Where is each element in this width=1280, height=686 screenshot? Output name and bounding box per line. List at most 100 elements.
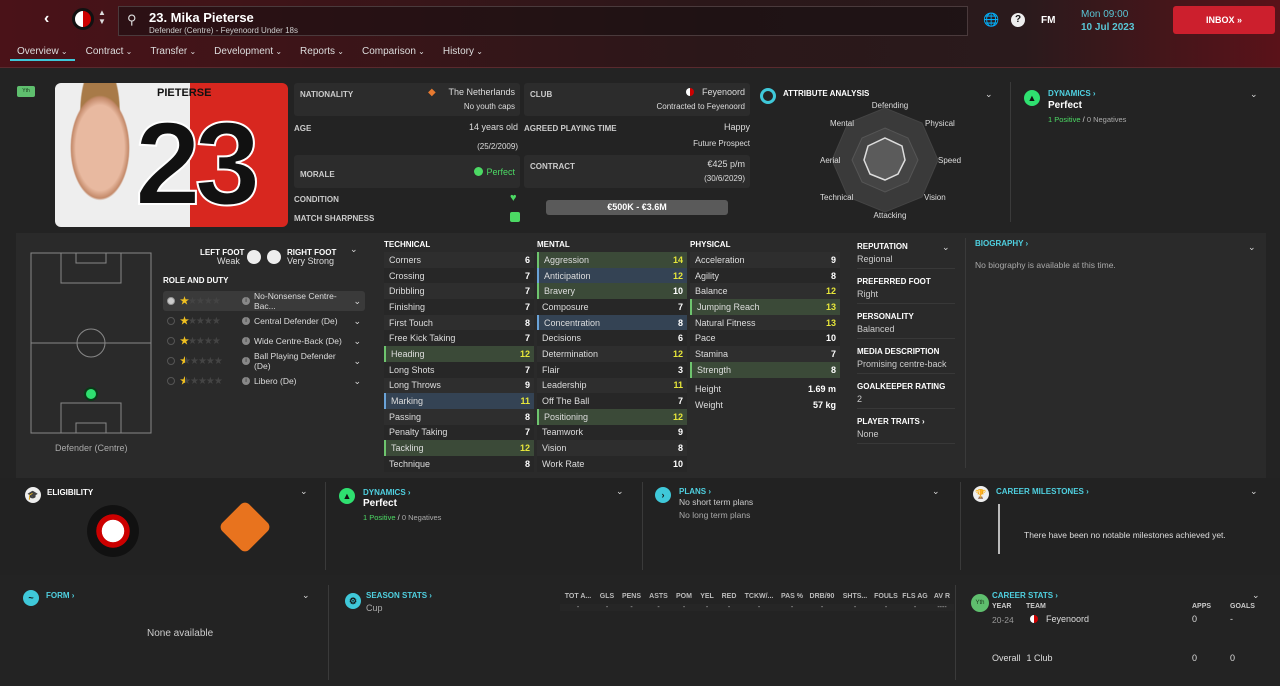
stat-column-header[interactable]: POM	[676, 593, 692, 600]
chevron-down-icon[interactable]: ⌄	[300, 486, 308, 496]
club-crest-icon[interactable]	[72, 8, 94, 30]
attribute-row[interactable]: Heading 12	[384, 346, 534, 362]
chevron-down-icon[interactable]: ⌄	[1250, 486, 1258, 496]
chevron-down-icon[interactable]: ⌄	[353, 375, 361, 386]
attribute-row[interactable]: Dribbling 7	[384, 283, 534, 300]
stat-column-header[interactable]: DRB/90	[809, 593, 835, 600]
tab-comparison[interactable]: Comparison	[355, 44, 432, 61]
chevron-down-icon[interactable]: ⌄	[616, 486, 624, 496]
dynamics-link[interactable]: DYNAMICS ›	[1048, 89, 1096, 98]
attribute-row[interactable]: Long Shots 7	[384, 361, 534, 378]
attribute-row[interactable]: Crossing 7	[384, 267, 534, 284]
info-icon[interactable]: i	[242, 337, 250, 345]
chevron-down-icon[interactable]: ⌄	[932, 486, 940, 496]
biography-link[interactable]: BIOGRAPHY ›	[975, 239, 1029, 248]
role-radio[interactable]	[167, 337, 175, 345]
chevron-down-icon[interactable]: ⌄	[350, 244, 358, 254]
attribute-row[interactable]: Long Throws 9	[384, 377, 534, 394]
attribute-row[interactable]: Strength 8	[690, 361, 840, 378]
info-icon[interactable]: i	[242, 297, 250, 305]
attribute-row[interactable]: Corners 6	[384, 252, 534, 268]
stat-column-header[interactable]: YEL	[700, 593, 714, 600]
tab-history[interactable]: History	[436, 44, 490, 61]
info-icon[interactable]: i	[242, 357, 250, 365]
info-label[interactable]: PLAYER TRAITS ›	[857, 417, 925, 426]
stat-column-header[interactable]: GLS	[599, 593, 615, 600]
info-icon[interactable]: i	[242, 317, 250, 325]
player-search-bar[interactable]: ⚲ 23. Mika Pieterse Defender (Centre) - …	[118, 6, 968, 36]
stat-column-header[interactable]: PENS	[621, 593, 642, 600]
milestones-link[interactable]: CAREER MILESTONES ›	[996, 487, 1089, 496]
help-icon[interactable]: ?	[1011, 13, 1025, 27]
season-stats-row[interactable]: - - - - - - - - - - - - - ----	[560, 604, 954, 611]
role-radio[interactable]	[167, 357, 175, 365]
season-stats-link[interactable]: SEASON STATS ›	[366, 591, 432, 600]
attribute-row[interactable]: Decisions 6	[537, 330, 687, 347]
info-icon[interactable]: i	[242, 377, 250, 385]
chevron-down-icon[interactable]: ⌄	[353, 315, 361, 326]
attribute-row[interactable]: Passing 8	[384, 408, 534, 425]
inbox-button[interactable]: INBOX »	[1173, 6, 1275, 34]
nationality-value[interactable]: The Netherlands	[448, 87, 515, 97]
career-team[interactable]: Feyenoord	[1046, 614, 1090, 624]
stat-column-header[interactable]: AV R	[933, 593, 951, 600]
chevron-down-icon[interactable]: ⌄	[942, 242, 950, 252]
chevron-down-icon[interactable]: ⌄	[353, 355, 361, 366]
attribute-row[interactable]: Tackling 12	[384, 440, 534, 456]
stat-column-header[interactable]: FOULS	[874, 593, 898, 600]
chevron-down-icon[interactable]: ⌄	[302, 590, 310, 600]
chevron-down-icon[interactable]: ⌄	[1250, 89, 1258, 99]
attribute-row[interactable]: Free Kick Taking 7	[384, 330, 534, 347]
role-radio[interactable]	[167, 297, 175, 305]
form-link[interactable]: FORM ›	[46, 591, 75, 600]
attribute-row[interactable]: Concentration 8	[537, 314, 687, 331]
stat-column-header[interactable]: RED	[721, 593, 737, 600]
club-value[interactable]: Feyenoord	[701, 87, 745, 97]
chevron-down-icon[interactable]: ⌄	[1252, 590, 1260, 600]
tab-overview[interactable]: Overview	[10, 44, 75, 61]
stat-column-header[interactable]: PAS %	[780, 593, 804, 600]
attribute-row[interactable]: Jumping Reach 13	[690, 299, 840, 315]
stat-column-header[interactable]: ASTS	[649, 593, 668, 600]
tab-development[interactable]: Development	[207, 44, 289, 61]
role-radio[interactable]	[167, 317, 175, 325]
attribute-row[interactable]: Vision 8	[537, 440, 687, 456]
dynamics-link[interactable]: DYNAMICS ›	[363, 488, 411, 497]
attribute-row[interactable]: Off The Ball 7	[537, 393, 687, 409]
attribute-row[interactable]: Finishing 7	[384, 299, 534, 315]
stat-column-header[interactable]: FLS AG	[902, 593, 928, 600]
attribute-row[interactable]: Composure 7	[537, 299, 687, 315]
attribute-row[interactable]: Marking 11	[384, 393, 534, 409]
attribute-row[interactable]: Anticipation 12	[537, 267, 687, 284]
tab-contract[interactable]: Contract	[79, 44, 140, 61]
attribute-row[interactable]: Stamina 7	[690, 346, 840, 362]
attribute-row[interactable]: Penalty Taking 7	[384, 424, 534, 441]
attribute-row[interactable]: Acceleration 9	[690, 252, 840, 268]
attribute-row[interactable]: First Touch 8	[384, 314, 534, 331]
career-stats-link[interactable]: CAREER STATS ›	[992, 591, 1058, 600]
tab-reports[interactable]: Reports	[293, 44, 351, 61]
fm-menu-button[interactable]: FM	[1041, 15, 1056, 26]
attribute-row[interactable]: Bravery 10	[537, 283, 687, 300]
plans-link[interactable]: PLANS ›	[679, 487, 711, 496]
attribute-row[interactable]: Balance 12	[690, 283, 840, 300]
attribute-row[interactable]: Agility 8	[690, 267, 840, 284]
chevron-down-icon[interactable]: ⌄	[353, 295, 361, 306]
stat-column-header[interactable]: TOT A...	[564, 593, 592, 600]
tab-transfer[interactable]: Transfer	[143, 44, 203, 61]
attribute-row[interactable]: Flair 3	[537, 361, 687, 378]
chevron-down-icon[interactable]: ⌄	[985, 89, 993, 99]
attribute-row[interactable]: Positioning 12	[537, 408, 687, 425]
chevron-down-icon[interactable]: ⌄	[353, 335, 361, 346]
transfer-value-bar[interactable]: €500K - €3.6M	[546, 200, 728, 215]
stat-column-header[interactable]: SHTS...	[842, 593, 868, 600]
globe-icon[interactable]: 🌐	[983, 12, 1000, 27]
role-item[interactable]: ★★★★★ i Wide Centre-Back (De) ⌄	[163, 331, 365, 351]
role-item[interactable]: ★★★★★ i No-Nonsense Centre-Bac... ⌄	[163, 291, 365, 311]
role-radio[interactable]	[167, 377, 175, 385]
game-date[interactable]: 10 Jul 2023	[1081, 22, 1135, 33]
attribute-row[interactable]: Work Rate 10	[537, 455, 687, 472]
attribute-row[interactable]: Pace 10	[690, 330, 840, 347]
stat-column-header[interactable]: TCKW/...	[744, 593, 774, 600]
attribute-row[interactable]: Leadership 11	[537, 377, 687, 394]
